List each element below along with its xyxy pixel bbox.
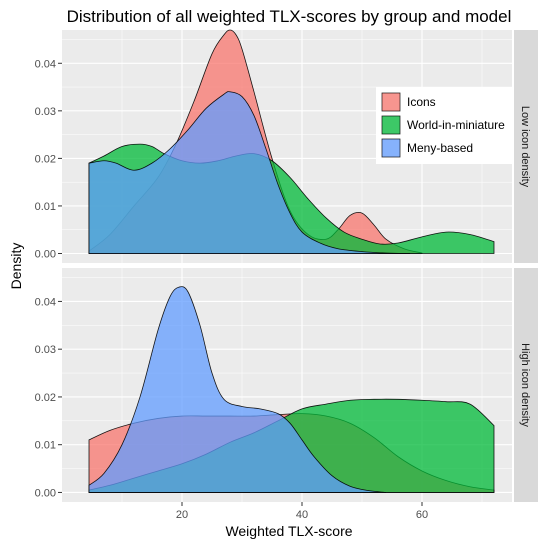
x-tick-label: 60 (416, 509, 428, 521)
y-tick-label: 0.04 (35, 296, 56, 308)
legend: Icons World-in-miniature Meny-based (376, 87, 512, 164)
y-tick-label: 0.01 (35, 201, 56, 213)
y-tick-label: 0.02 (35, 153, 56, 165)
y-tick-label: 0.04 (35, 58, 56, 70)
y-tick-label: 0.00 (35, 248, 56, 260)
chart-title: Distribution of all weighted TLX-scores … (67, 7, 512, 26)
x-tick-label: 20 (176, 509, 188, 521)
density-area-meny-based (88, 91, 411, 254)
y-tick-label: 0.03 (35, 106, 56, 118)
density-area-meny-based (88, 286, 387, 493)
x-axis-title: Weighted TLX-score (225, 523, 352, 539)
legend-key-swatch (381, 115, 401, 135)
facet-strip-label: High icon density (519, 343, 531, 427)
legend-label: World-in-miniature (407, 118, 505, 132)
y-tick-label: 0.00 (35, 487, 56, 499)
facet-strip (514, 268, 538, 502)
y-tick-label: 0.02 (35, 392, 56, 404)
legend-key-swatch (381, 92, 401, 112)
legend-label: Meny-based (407, 141, 473, 155)
facet-panel: 0.00 0.01 0.02 0.03 0.04 High icon density 20 4… (35, 268, 538, 521)
facet-strip (514, 30, 538, 263)
x-tick-label: 40 (296, 509, 308, 521)
facet-strip-label: Low icon density (519, 106, 531, 188)
y-tick-label: 0.03 (35, 344, 56, 356)
legend-key-swatch (381, 138, 401, 158)
legend-label: Icons (407, 95, 436, 109)
y-tick-label: 0.01 (35, 440, 56, 452)
y-axis-title: Density (8, 243, 24, 290)
